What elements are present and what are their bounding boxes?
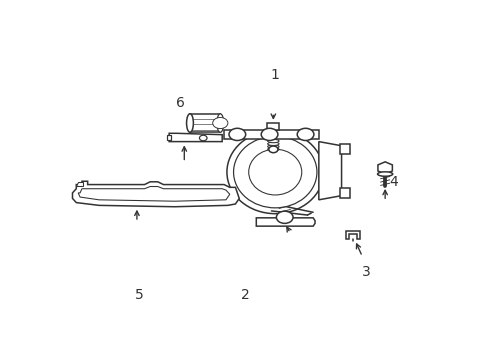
Polygon shape bbox=[76, 182, 83, 186]
Polygon shape bbox=[167, 135, 171, 140]
Ellipse shape bbox=[186, 114, 193, 132]
Text: 5: 5 bbox=[134, 288, 143, 302]
Circle shape bbox=[228, 128, 245, 140]
Text: 2: 2 bbox=[240, 288, 249, 302]
Circle shape bbox=[268, 146, 277, 153]
Ellipse shape bbox=[377, 172, 392, 176]
Ellipse shape bbox=[226, 131, 323, 214]
Polygon shape bbox=[346, 231, 359, 239]
Text: 4: 4 bbox=[389, 175, 397, 189]
Polygon shape bbox=[339, 188, 349, 198]
Polygon shape bbox=[318, 141, 341, 200]
Ellipse shape bbox=[248, 149, 301, 195]
Text: 1: 1 bbox=[270, 68, 279, 82]
Text: 6: 6 bbox=[176, 96, 184, 110]
Polygon shape bbox=[169, 133, 222, 141]
Polygon shape bbox=[189, 114, 220, 132]
Polygon shape bbox=[339, 144, 349, 153]
Polygon shape bbox=[78, 186, 229, 201]
Ellipse shape bbox=[233, 136, 316, 208]
Polygon shape bbox=[72, 181, 239, 207]
Polygon shape bbox=[224, 130, 318, 139]
Circle shape bbox=[199, 135, 206, 141]
Circle shape bbox=[297, 128, 313, 140]
Text: 3: 3 bbox=[361, 265, 370, 279]
Circle shape bbox=[276, 211, 292, 223]
Polygon shape bbox=[377, 162, 391, 174]
Polygon shape bbox=[266, 123, 279, 130]
Polygon shape bbox=[256, 218, 314, 226]
Circle shape bbox=[212, 117, 227, 129]
Ellipse shape bbox=[267, 148, 279, 151]
Ellipse shape bbox=[267, 145, 279, 148]
Ellipse shape bbox=[217, 114, 223, 132]
Circle shape bbox=[261, 128, 277, 140]
Ellipse shape bbox=[267, 142, 279, 145]
Ellipse shape bbox=[267, 139, 279, 143]
